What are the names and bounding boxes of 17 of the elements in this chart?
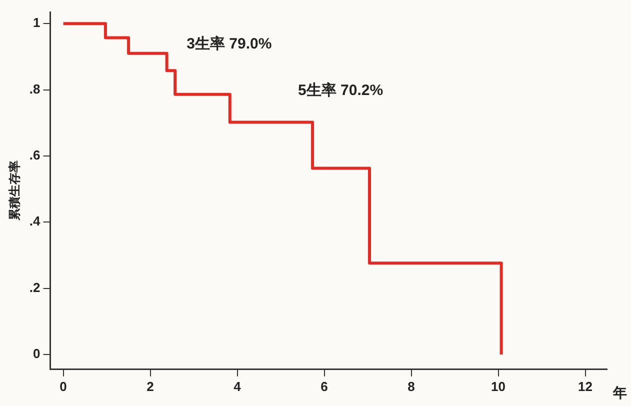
y-tick-label: .8 (29, 81, 40, 96)
x-tick-label: 0 (60, 378, 67, 394)
y-tick-label: 1 (33, 15, 40, 30)
x-tick-label: 10 (491, 378, 506, 394)
x-tick-label: 2 (146, 378, 154, 394)
annotation: 3生率 79.0% (186, 34, 272, 52)
y-tick-label: .2 (29, 280, 40, 295)
x-axis-title: 年 (612, 384, 627, 400)
x-tick-label: 6 (320, 378, 328, 394)
x-tick-label: 12 (578, 378, 592, 394)
y-tick-label: .4 (29, 214, 42, 229)
x-tick-label: 4 (234, 378, 242, 394)
x-tick-label: 8 (408, 378, 415, 394)
annotation: 5生率 70.2% (298, 80, 384, 99)
y-axis-title: 累積生存率 (8, 160, 22, 222)
y-tick-label: .6 (29, 148, 40, 163)
y-tick-label: 0 (33, 346, 40, 362)
